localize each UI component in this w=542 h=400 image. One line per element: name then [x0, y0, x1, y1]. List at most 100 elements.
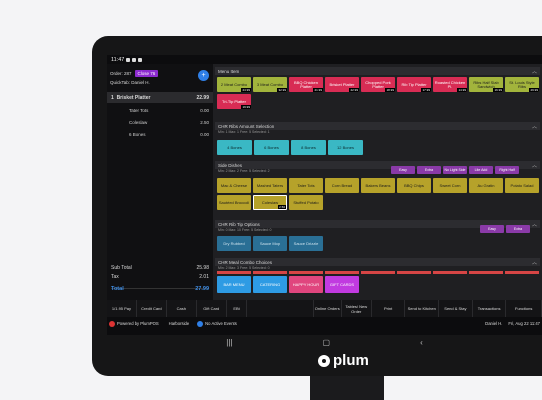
brand-name: plum: [333, 352, 369, 369]
recent-apps-button[interactable]: |||: [226, 338, 233, 347]
powered-by: Powered by PlumPOS: [117, 321, 159, 326]
modifier-row[interactable]: Coleslaw 2.50: [129, 120, 209, 125]
modifier-option-pill[interactable]: Right Half: [495, 166, 519, 174]
combo-indicator: [217, 271, 251, 274]
category-tile[interactable]: GIFT CARDS: [325, 276, 359, 293]
side-dish-tile[interactable]: Mac & Cheese: [217, 178, 251, 193]
tile-label: Potato Salad: [510, 182, 534, 188]
section-header[interactable]: Side Dishes ︿: [215, 161, 540, 169]
section-header[interactable]: CHR Meal Combo Choices ︿: [215, 258, 540, 266]
tax-row: Tax 2.01: [111, 274, 209, 280]
tile-label: Sauce Drizzle: [293, 240, 319, 246]
tile-label: St. Louis Style Ribs: [509, 79, 535, 89]
side-dish-tile[interactable]: Au Gratin: [469, 178, 503, 193]
tile-label: HAPPY HOUR: [292, 281, 320, 287]
tip-option-tile[interactable]: Sauce Drizzle: [289, 236, 323, 251]
action-button[interactable]: EBt: [227, 300, 248, 317]
menu-item-tile[interactable]: Rib Tip Platter 17.99: [397, 77, 431, 92]
ribs-option-tile[interactable]: 12 Bones: [328, 140, 363, 155]
action-button[interactable]: Gift Card: [197, 300, 227, 317]
menu-item-tile[interactable]: Chopped Pork Platter 18.99: [361, 77, 395, 92]
tile-label: Bakers Beans: [365, 182, 391, 188]
combo-indicator: [253, 271, 287, 274]
menu-item-tile[interactable]: Brisket Platter 22.99: [325, 77, 359, 92]
modifier-row[interactable]: 6 Bones 0.00: [129, 132, 209, 137]
menu-item-tile[interactable]: 2 Meat Combo 24.99: [217, 77, 251, 92]
chevron-up-icon[interactable]: ︿: [531, 163, 537, 169]
tile-label: 4 Bones: [227, 144, 242, 150]
modifier-option-pill[interactable]: Easy: [480, 225, 504, 233]
home-button[interactable]: ▢: [322, 338, 331, 347]
ribs-option-tile[interactable]: 4 Bones: [217, 140, 252, 155]
modifier-option-pill[interactable]: Lite Add: [469, 166, 493, 174]
system-nav-bar: ||| ▢ ‹: [107, 335, 542, 350]
section-header[interactable]: Menu Item ︿: [215, 67, 540, 75]
action-button[interactable]: Functions: [506, 300, 542, 317]
combo-indicator: [433, 271, 467, 274]
tile-label: 2 Meat Combo: [220, 81, 248, 87]
info-icon[interactable]: [197, 320, 204, 327]
combo-section: CHR Meal Combo Choices ︿ Min: 2 Max: 3 Fr…: [215, 258, 540, 271]
side-dish-tile[interactable]: BBQ Chips: [397, 178, 431, 193]
category-tile[interactable]: CATERING: [253, 276, 287, 293]
category-tile[interactable]: BAR MENU: [217, 276, 251, 293]
chevron-up-icon[interactable]: ︿: [531, 260, 537, 266]
action-button[interactable]: Send to Kitchen: [405, 300, 440, 317]
menu-item-tile[interactable]: Ribs Half Slab Sandwich 16.99: [469, 77, 503, 92]
modifier-option-pill[interactable]: Easy: [391, 166, 415, 174]
tile-price: 16.99: [493, 88, 503, 92]
datetime: Fri, Aug 22 11:47: [508, 321, 540, 326]
side-dish-tile[interactable]: Sautéed Broccoli: [217, 195, 251, 210]
combo-indicator: [361, 271, 395, 274]
action-button[interactable]: Print: [372, 300, 406, 317]
side-dish-tile[interactable]: Mashed Taters: [253, 178, 287, 193]
action-button[interactable]: Send & Stay: [439, 300, 473, 317]
section-header[interactable]: CHR Ribs Amount Selection ︿: [215, 122, 540, 130]
section-header[interactable]: CHR Rib Tip Options ︿: [215, 220, 540, 228]
sides-section: Side Dishes ︿ Min: 2 Max: 2 Free: 5 Selec…: [215, 161, 540, 174]
ribs-option-tile[interactable]: 6 Bones: [254, 140, 289, 155]
tile-label: Roasted Chicken Pl.: [434, 79, 466, 89]
category-tile[interactable]: HAPPY HOUR: [289, 276, 323, 293]
side-dish-tile[interactable]: Bakers Beans: [361, 178, 395, 193]
side-dish-tile[interactable]: Tater Tots: [289, 178, 323, 193]
modifier-option-pill[interactable]: Extra: [417, 166, 441, 174]
tile-label: Au Gratin: [477, 182, 495, 188]
tile-label: Sauce Mop: [259, 240, 281, 246]
close-order-badge[interactable]: Close 76: [134, 70, 159, 77]
footer-bar: Powered by PlumPOS Harborside No Active …: [107, 319, 542, 328]
chevron-up-icon[interactable]: ︿: [531, 69, 537, 75]
chevron-up-icon[interactable]: ︿: [531, 124, 537, 130]
side-dish-tile[interactable]: Stuffed Potato: [289, 195, 323, 210]
pos-screen: 11:47 Order: 287 Close 76 QuickTab: Dani…: [107, 55, 542, 335]
tile-label: Sautéed Broccoli: [218, 199, 250, 205]
action-button[interactable]: Cash: [167, 300, 197, 317]
modifier-row[interactable]: Tater Tots 0.00: [129, 108, 209, 113]
brand-mark: plum: [318, 352, 369, 369]
menu-item-tile[interactable]: Roasted Chicken Pl. 14.99: [433, 77, 467, 92]
modifier-option-pill[interactable]: Extra: [506, 225, 530, 233]
modifier-option-pill[interactable]: No Light Side: [443, 166, 467, 174]
side-dish-tile[interactable]: Coleslaw 2.50: [253, 195, 287, 210]
menu-item-tile[interactable]: BBQ Chicken Platter 21.99: [289, 77, 323, 92]
tip-option-tile[interactable]: Dry Rubbed: [217, 236, 251, 251]
action-button[interactable]: Transactions: [473, 300, 507, 317]
side-dish-tile[interactable]: Corn Bread: [325, 178, 359, 193]
ribs-option-tile[interactable]: 8 Bones: [291, 140, 326, 155]
chevron-up-icon[interactable]: ︿: [531, 222, 537, 228]
menu-item-tile[interactable]: 3 Meat Combo 32.99: [253, 77, 287, 92]
tip-option-tile[interactable]: Sauce Mop: [253, 236, 287, 251]
side-dish-tile[interactable]: Sweet Corn: [433, 178, 467, 193]
menu-item-tile[interactable]: St. Louis Style Ribs 29.99: [505, 77, 539, 92]
action-button[interactable]: Tables/ New Order: [342, 300, 372, 317]
combo-indicator: [397, 271, 431, 274]
tile-label: Coleslaw: [261, 199, 279, 205]
back-button[interactable]: ‹: [420, 338, 423, 347]
side-dish-tile[interactable]: Potato Salad: [505, 178, 539, 193]
menu-item-tile[interactable]: Tri-Tip Platter 19.99: [217, 94, 251, 109]
action-button[interactable]: Credit Card: [137, 300, 167, 317]
action-button[interactable]: Online Orders: [314, 300, 342, 317]
ticket-item[interactable]: 1 Brisket Platter 22.99: [107, 92, 213, 103]
add-customer-button[interactable]: +: [198, 70, 209, 81]
action-button[interactable]: 1/1.95 Pay: [107, 300, 137, 317]
